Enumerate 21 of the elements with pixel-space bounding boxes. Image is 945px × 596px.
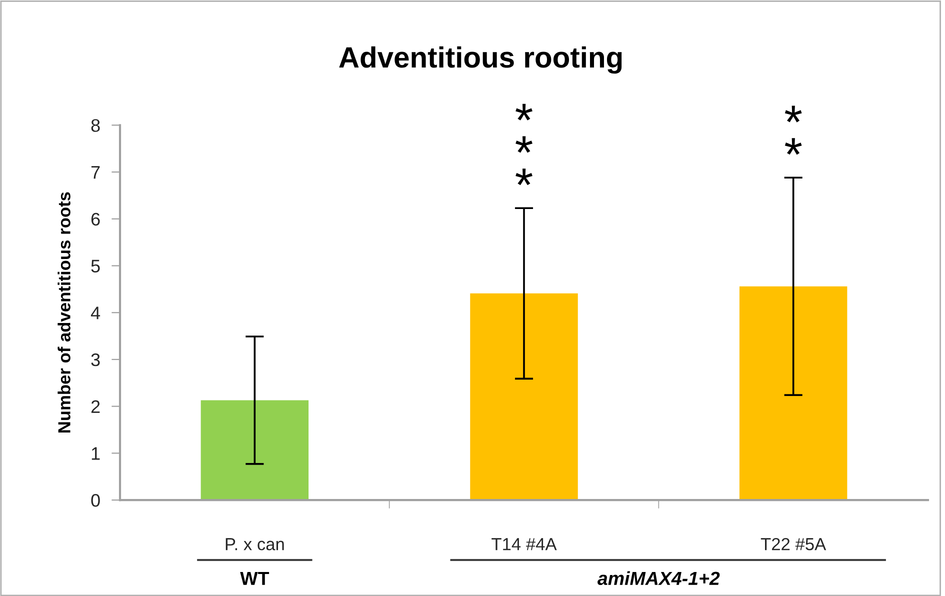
text: WT (240, 572, 270, 585)
bar (470, 293, 578, 500)
bar (200, 400, 309, 500)
y-axis-title: Number of adventitious roots (58, 192, 70, 432)
y-tick-label: 2 (91, 400, 100, 413)
annotation: * * * (516, 104, 532, 186)
y-tick-label: 1 (92, 447, 100, 460)
chart-title: Adventitious rooting (339, 46, 622, 74)
y-tick-label: 7 (91, 166, 100, 179)
annotation: * * (784, 106, 802, 155)
y-tick-label: 0 (91, 494, 100, 507)
x-tick-label: T22 #5A (760, 538, 826, 550)
y-tick-label: 5 (91, 260, 100, 272)
text: amiMAX4-1+2 (598, 571, 720, 586)
y-tick-label: 3 (91, 353, 100, 366)
x-tick-label: T14 #4A (492, 538, 557, 550)
y-tick-label: 8 (91, 119, 100, 132)
x-tick-label: P. x can (226, 538, 284, 550)
y-tick-label: 6 (91, 212, 100, 226)
bar (739, 286, 848, 500)
y-tick-label: 4 (90, 306, 100, 320)
